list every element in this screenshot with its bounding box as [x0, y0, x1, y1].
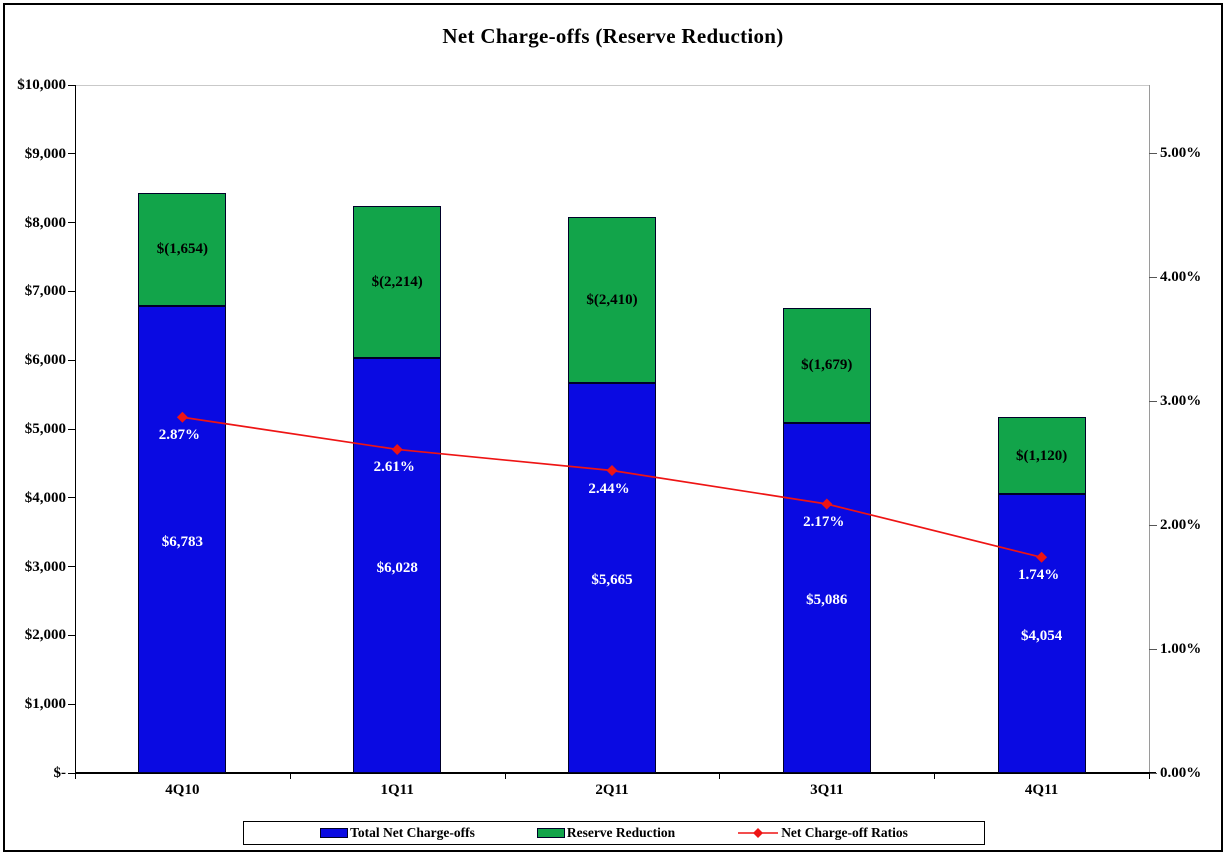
- right-axis-tick: [1149, 276, 1157, 278]
- top-gridline: [75, 85, 1149, 86]
- legend-label-net-charge-off-ratios: Net Charge-off Ratios: [781, 825, 908, 840]
- bar-value-label-reserve-reduction: $(1,679): [801, 357, 853, 374]
- bar-value-label-total-net-charge-offs: $4,054: [1020, 627, 1063, 644]
- x-axis-tick: [1149, 773, 1150, 779]
- x-axis-tick: [719, 773, 721, 779]
- left-axis-tick-label: $5,000: [24, 421, 66, 437]
- chart-title: Net Charge-offs (Reserve Reduction): [442, 24, 784, 48]
- left-axis-tick: [68, 359, 75, 361]
- right-axis-tick-label: 2.00%: [1160, 517, 1202, 534]
- x-axis-tick: [934, 773, 936, 779]
- green-bar-swatch-icon: [536, 828, 565, 838]
- legend-item-total-net-charge-offs: Total Net Charge-offs: [320, 825, 475, 841]
- x-axis-category-label: 2Q11: [595, 782, 629, 798]
- bar-segment-reserve-reduction: [782, 307, 871, 424]
- left-axis-tick: [68, 84, 75, 86]
- left-axis-tick-label: $9,000: [24, 145, 66, 162]
- right-axis-tick-label: 1.00%: [1160, 641, 1202, 658]
- left-axis-tick: [68, 290, 75, 292]
- bar-segment-reserve-reduction: [568, 217, 656, 384]
- left-axis-tick-label: $1,000: [24, 696, 66, 713]
- x-axis-category-label: 3Q11: [810, 782, 844, 798]
- left-axis-tick-label: $10,000: [17, 77, 66, 93]
- left-axis-tick: [68, 634, 75, 636]
- left-axis-tick: [68, 428, 75, 430]
- left-axis-tick-label: $-: [53, 765, 67, 781]
- x-axis-category-label: 4Q10: [165, 782, 200, 798]
- left-axis-tick-label: $2,000: [24, 627, 66, 644]
- bar-value-label-total-net-charge-offs: $6,028: [376, 559, 418, 576]
- red-line-diamond-swatch-icon: [738, 828, 779, 838]
- left-axis-tick: [68, 703, 75, 705]
- right-axis-tick-label: 0.00%: [1160, 765, 1202, 781]
- x-axis-category-label: 1Q11: [380, 782, 414, 798]
- right-axis-tick: [1149, 152, 1157, 154]
- x-axis-tick: [75, 773, 76, 779]
- line-value-label-net-charge-off-ratio: 2.61%: [373, 459, 415, 476]
- bar-value-label-total-net-charge-offs: $5,086: [806, 592, 848, 609]
- legend-label-total-net-charge-offs: Total Net Charge-offs: [350, 825, 475, 840]
- bar-value-label-reserve-reduction: $(1,120): [1015, 447, 1068, 464]
- x-axis-tick: [504, 773, 506, 779]
- legend: Total Net Charge-offs Reserve Reduction …: [243, 821, 985, 845]
- right-axis-tick-label: 4.00%: [1160, 269, 1202, 286]
- left-axis-tick-label: $8,000: [24, 214, 66, 231]
- left-axis-line: [75, 85, 76, 773]
- line-value-label-net-charge-off-ratio: 1.74%: [1017, 567, 1060, 584]
- bar-segment-reserve-reduction: [138, 192, 227, 307]
- bar-value-label-reserve-reduction: $(2,410): [586, 292, 638, 309]
- blue-bar-swatch-icon: [320, 828, 349, 838]
- line-value-label-net-charge-off-ratio: 2.17%: [803, 513, 845, 530]
- legend-label-reserve-reduction: Reserve Reduction: [566, 825, 676, 840]
- line-value-label-net-charge-off-ratio: 2.87%: [158, 427, 201, 444]
- right-axis-tick-label: 5.00%: [1160, 145, 1202, 162]
- right-axis-tick: [1149, 400, 1157, 402]
- left-axis-tick-label: $6,000: [24, 352, 66, 369]
- right-axis-tick: [1149, 648, 1157, 650]
- left-axis-tick: [68, 222, 75, 224]
- right-axis-tick-label: 3.00%: [1160, 393, 1202, 410]
- legend-item-reserve-reduction: Reserve Reduction: [536, 825, 676, 841]
- bar-value-label-total-net-charge-offs: $5,665: [591, 572, 633, 589]
- left-axis-tick-label: $7,000: [24, 283, 66, 300]
- x-axis-tick: [289, 773, 291, 779]
- right-axis-tick: [1149, 524, 1157, 526]
- chart-outer-border: [3, 3, 1223, 852]
- bar-value-label-reserve-reduction: $(1,654): [156, 241, 209, 258]
- legend-item-net-charge-off-ratios: Net Charge-off Ratios: [737, 825, 908, 841]
- x-axis-category-label: 4Q11: [1024, 782, 1059, 798]
- right-axis-line: [1149, 85, 1150, 773]
- bar-value-label-total-net-charge-offs: $6,783: [161, 533, 204, 550]
- left-axis-tick: [68, 772, 75, 774]
- bar-value-label-reserve-reduction: $(2,214): [371, 274, 423, 291]
- left-axis-tick-label: $4,000: [24, 489, 66, 506]
- bar-segment-reserve-reduction: [353, 205, 442, 359]
- left-axis-tick: [68, 566, 75, 568]
- right-axis-tick: [1149, 772, 1157, 774]
- bottom-axis-line: [75, 772, 1156, 774]
- left-axis-tick: [68, 497, 75, 499]
- left-axis-tick-label: $3,000: [24, 558, 66, 575]
- line-value-label-net-charge-off-ratio: 2.44%: [588, 480, 630, 497]
- left-axis-tick: [68, 153, 75, 155]
